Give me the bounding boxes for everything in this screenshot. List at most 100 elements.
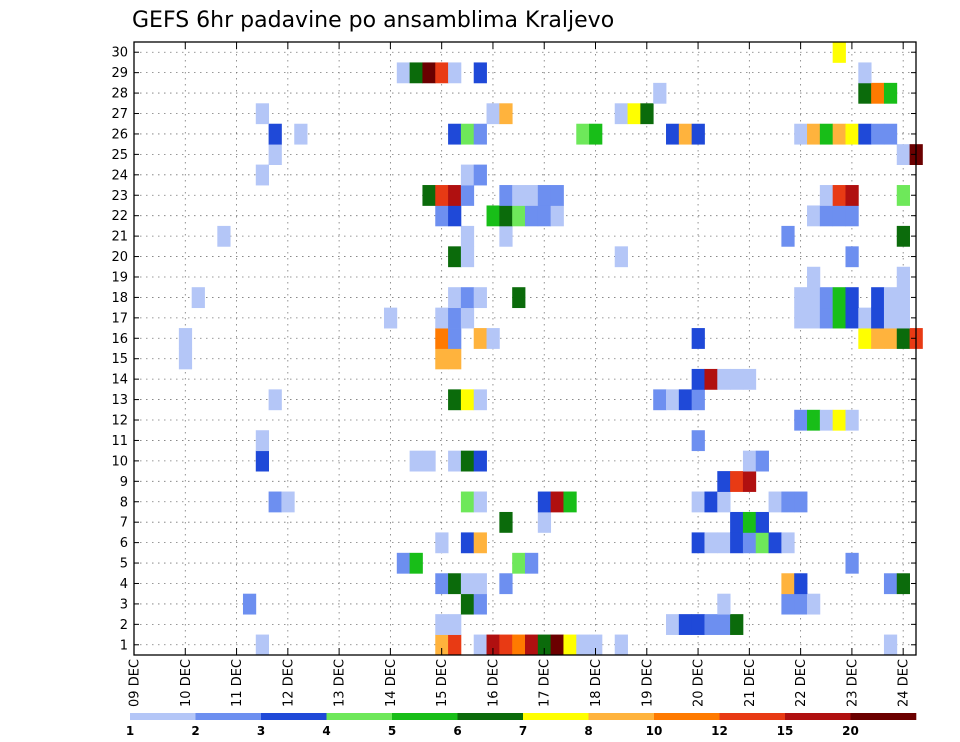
heatmap-cell	[896, 266, 910, 288]
heatmap-cell	[794, 491, 808, 513]
y-tick-label: 16	[111, 332, 128, 347]
heatmap-cell	[473, 593, 487, 615]
colorbar-label: 8	[584, 724, 592, 738]
y-tick-label: 18	[111, 291, 128, 306]
heatmap-cell	[242, 593, 257, 615]
heatmap-cell	[460, 123, 475, 145]
heatmap-cell	[832, 42, 846, 63]
heatmap-cell	[819, 185, 834, 206]
heatmap-cell	[460, 287, 475, 309]
y-tick-label: 24	[111, 168, 128, 183]
heatmap-cell	[845, 287, 859, 309]
x-tick-label: 18 DEC	[589, 659, 604, 707]
y-tick-label: 11	[111, 434, 128, 449]
heatmap-cell	[422, 450, 436, 472]
heatmap-cell	[653, 389, 667, 411]
colorbar-swatch	[588, 713, 655, 720]
heatmap-cell	[691, 123, 705, 145]
heatmap-cell	[448, 205, 462, 227]
y-tick-label: 14	[111, 373, 128, 388]
heatmap-cell	[409, 62, 423, 84]
colorbar-label: 6	[453, 724, 461, 738]
heatmap-cell	[550, 634, 564, 656]
heatmap-cell	[255, 450, 270, 472]
x-tick-label: 13 DEC	[333, 659, 348, 707]
plot-frame	[133, 41, 917, 656]
heatmap-cell	[499, 573, 513, 595]
heatmap-cell	[537, 634, 552, 656]
y-tick-label: 23	[111, 189, 128, 204]
heatmap-cell	[896, 225, 910, 247]
heatmap-cell	[871, 307, 885, 329]
heatmap-cell	[499, 185, 513, 206]
y-tick-label: 29	[111, 66, 128, 81]
heatmap-cell	[435, 62, 449, 84]
heatmap-cell	[871, 82, 885, 104]
x-tick-label: 21 DEC	[743, 659, 758, 707]
heatmap-cell	[435, 205, 449, 227]
heatmap-cell	[268, 144, 282, 165]
heatmap-cell	[871, 287, 885, 309]
heatmap-cell	[512, 185, 526, 206]
x-tick-label: 23 DEC	[845, 659, 860, 707]
heatmap-cell	[512, 205, 526, 227]
heatmap-cell	[448, 389, 462, 411]
x-tick-label: 15 DEC	[435, 659, 450, 707]
heatmap-cell	[883, 307, 898, 329]
heatmap-cell	[460, 185, 475, 206]
heatmap-cell	[589, 634, 603, 656]
heatmap-cell	[486, 634, 500, 656]
heatmap-cell	[794, 409, 808, 431]
heatmap-cell	[845, 205, 859, 227]
heatmap-cell	[819, 123, 834, 145]
heatmap-cell	[537, 511, 552, 533]
heatmap-cell	[717, 471, 731, 492]
heatmap-cell	[794, 593, 808, 615]
heatmap-cell	[460, 389, 475, 411]
heatmap-cell	[499, 103, 513, 125]
colorbar-label: 10	[646, 724, 663, 738]
y-tick-label: 17	[111, 311, 128, 326]
heatmap-cell	[563, 491, 577, 513]
heatmap-cell	[717, 491, 731, 513]
heatmap-cell	[794, 573, 808, 595]
heatmap-cell	[294, 123, 308, 145]
colorbar-legend: 1 2 3 4 5 6 7 8 10 12 15 20	[126, 713, 917, 738]
heatmap-cell	[845, 246, 859, 268]
colorbar-swatch	[719, 713, 786, 720]
heatmap-cell	[666, 614, 680, 635]
heatmap-cell	[832, 307, 846, 329]
y-tick-label: 25	[111, 148, 128, 163]
heatmap-cell	[268, 389, 282, 411]
heatmap-cell	[742, 532, 757, 554]
y-tick-label: 9	[120, 475, 128, 490]
heatmap-cell	[460, 164, 475, 186]
heatmap-cell	[678, 123, 693, 145]
heatmap-cell	[883, 82, 898, 104]
y-tick-label: 8	[120, 495, 128, 510]
heatmap-cell	[448, 185, 462, 206]
heatmap-cell	[691, 328, 705, 349]
heatmap-cell	[858, 307, 872, 329]
heatmap-cell	[448, 348, 462, 370]
heatmap-cell	[499, 511, 513, 533]
heatmap-cell	[883, 634, 898, 656]
heatmap-cell	[768, 532, 782, 554]
heatmap-cell	[781, 491, 795, 513]
heatmap-cell	[819, 307, 834, 329]
colorbar-swatch	[785, 713, 851, 720]
heatmap-cell	[435, 532, 449, 554]
y-tick-label: 6	[120, 536, 128, 551]
heatmap-cell	[704, 614, 718, 635]
heatmap-cell	[730, 368, 744, 390]
heatmap-cell	[512, 287, 526, 309]
heatmap-cell	[807, 205, 821, 227]
chart-title: GEFS 6hr padavine po ansamblima Kraljevo	[132, 8, 614, 33]
colorbar-swatch	[261, 713, 327, 720]
heatmap-cell	[448, 328, 462, 349]
heatmap-cell	[525, 552, 539, 574]
heatmap-cell	[858, 123, 872, 145]
heatmap-cell	[576, 634, 590, 656]
colorbar-label: 20	[842, 724, 859, 738]
heatmap-cells	[178, 42, 923, 656]
